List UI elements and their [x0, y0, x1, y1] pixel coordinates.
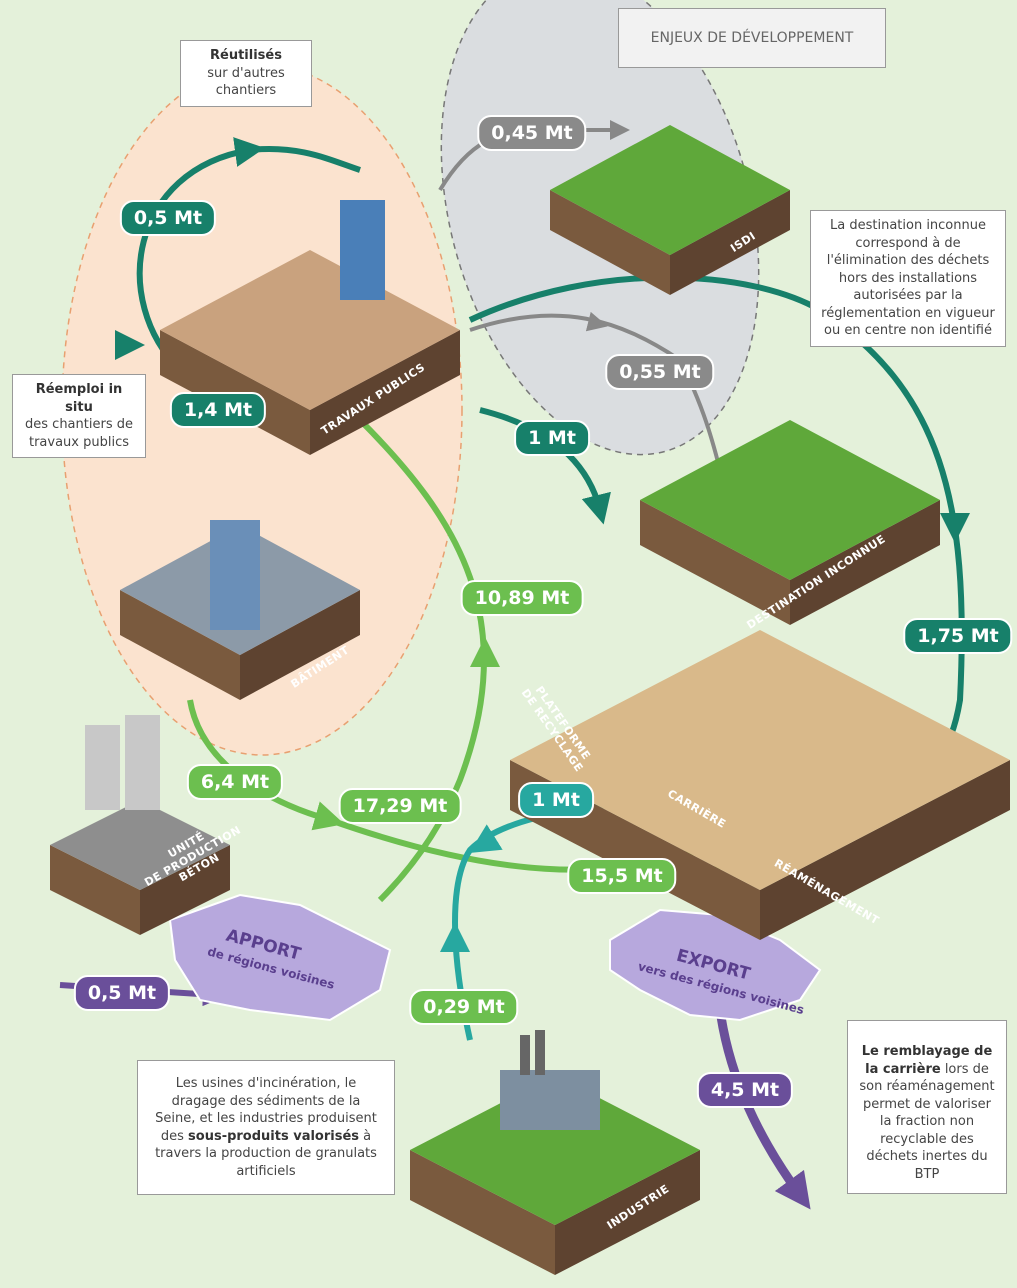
chimney — [535, 1030, 545, 1075]
flow-label: 0,45 Mt — [477, 115, 586, 151]
silo — [125, 715, 160, 810]
tower — [340, 200, 385, 300]
callout-backfill: Le remblayage de la carrière lors de son… — [847, 1020, 1007, 1194]
callout-bold: Réutilisés — [210, 48, 282, 63]
flow-label: 4,5 Mt — [697, 1072, 793, 1108]
callout-text: La destination inconnue correspond à de … — [821, 218, 995, 338]
flow-label: 1 Mt — [518, 782, 594, 818]
chimney — [520, 1035, 530, 1075]
flow-label: 1 Mt — [514, 420, 590, 456]
flow-label: 0,29 Mt — [409, 989, 518, 1025]
flow-label: 15,5 Mt — [567, 858, 676, 894]
flow-label: 0,5 Mt — [74, 975, 170, 1011]
callout-bold: sous-produits valorisés — [188, 1129, 359, 1144]
infographic: TRAVAUX PUBLICSBÂTIMENTISDIDESTINATION I… — [0, 0, 1017, 1288]
callout-text: des chantiers de travaux publics — [25, 417, 133, 450]
flow-label: 6,4 Mt — [187, 764, 283, 800]
flow-label: 17,29 Mt — [339, 788, 462, 824]
header-title: ENJEUX DE DÉVELOPPEMENT — [651, 30, 854, 46]
flow-label: 0,55 Mt — [605, 354, 714, 390]
flow-label: 1,4 Mt — [170, 392, 266, 428]
flow-label: 10,89 Mt — [461, 580, 584, 616]
silo — [85, 725, 120, 810]
callout-industry: Les usines d'incinération, le dragage de… — [137, 1060, 395, 1195]
flow-label: 1,75 Mt — [903, 618, 1012, 654]
building — [210, 520, 260, 630]
callout-bold: Réemploi in situ — [36, 382, 123, 415]
callout-unknown: La destination inconnue correspond à de … — [810, 210, 1006, 347]
header-tag: ENJEUX DE DÉVELOPPEMENT — [618, 8, 886, 68]
callout-text: sur d'autres chantiers — [207, 66, 284, 99]
factory — [500, 1070, 600, 1130]
flow-label: 0,5 Mt — [120, 200, 216, 236]
callout-reuse: Réutilisés sur d'autres chantiers — [180, 40, 312, 107]
callout-text: lors de son réaménagement permet de valo… — [859, 1062, 994, 1182]
